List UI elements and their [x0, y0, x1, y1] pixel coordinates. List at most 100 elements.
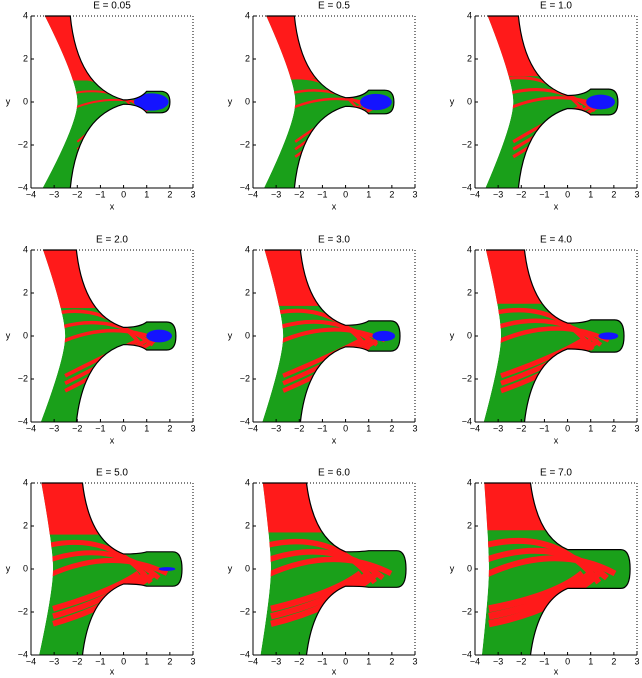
- x-axis-label: x: [332, 666, 337, 676]
- y-tick-label: 0: [23, 563, 28, 573]
- x-tick-label: 2: [611, 656, 616, 666]
- x-tick-label: −3: [49, 423, 59, 433]
- blue-basin: [598, 332, 619, 340]
- red-basin: [264, 16, 394, 79]
- panel-title: E = 2.0: [96, 235, 128, 246]
- red-stripe: [488, 570, 585, 613]
- x-tick-label: −4: [470, 423, 480, 433]
- y-tick-label: 4: [23, 10, 28, 20]
- y-tick-label: 4: [245, 477, 250, 487]
- x-tick-label: 2: [389, 423, 394, 433]
- y-tick-label: −4: [18, 649, 28, 659]
- x-tick-label: −2: [516, 423, 526, 433]
- y-tick-label: 2: [467, 53, 472, 63]
- y-tick-label: 2: [245, 287, 250, 297]
- y-axis-label: y: [228, 330, 233, 340]
- boundary: [41, 482, 183, 656]
- y-tick-label: 2: [23, 53, 28, 63]
- x-tick-label: −1: [317, 423, 327, 433]
- red-stripe: [277, 319, 379, 347]
- x-tick-label: 2: [167, 423, 172, 433]
- y-tick-label: −2: [462, 373, 472, 383]
- y-tick-label: 4: [467, 10, 472, 20]
- y-tick-label: −4: [462, 649, 472, 659]
- x-tick-label: −4: [248, 656, 258, 666]
- panel: −4 −3 −2 −1 0 1 2 3 −4 −2 0 2 4 E = 0.05 x y: [6, 1, 196, 212]
- x-tick-label: 1: [366, 423, 371, 433]
- y-tick-label: −2: [462, 139, 472, 149]
- basin-region: [264, 16, 394, 188]
- y-tick-label: 4: [467, 477, 472, 487]
- x-tick-label: −4: [248, 423, 258, 433]
- x-tick-label: −1: [539, 423, 549, 433]
- red-stripe: [265, 538, 377, 585]
- red-stripe: [488, 570, 593, 620]
- x-tick-label: 3: [634, 189, 639, 199]
- y-axis-label: y: [450, 96, 455, 106]
- x-tick-label: 3: [412, 656, 417, 666]
- x-tick-label: 1: [588, 423, 593, 433]
- x-tick-label: −3: [271, 189, 281, 199]
- y-tick-label: −4: [240, 182, 250, 192]
- y-tick-label: −4: [240, 649, 250, 659]
- x-tick-label: 2: [611, 423, 616, 433]
- y-tick-label: −4: [18, 182, 28, 192]
- x-tick-label: 0: [565, 423, 570, 433]
- x-tick-label: −3: [49, 656, 59, 666]
- x-tick-label: −2: [72, 189, 82, 199]
- x-tick-label: −1: [539, 189, 549, 199]
- red-stripe: [270, 570, 363, 612]
- boundary: [44, 15, 171, 189]
- boundary: [484, 482, 631, 656]
- panel: −4 −3 −2 −1 0 1 2 3 −4 −2 0 2 4 E = 3.0 x y: [228, 235, 418, 446]
- red-stripe: [278, 308, 371, 351]
- x-tick-label: −3: [271, 656, 281, 666]
- red-basin: [483, 250, 624, 304]
- y-tick-label: −2: [18, 373, 28, 383]
- red-stripe: [508, 88, 596, 113]
- y-tick-label: 0: [467, 96, 472, 106]
- x-tick-label: −3: [493, 423, 503, 433]
- y-tick-label: 4: [23, 244, 28, 254]
- y-tick-label: −4: [18, 416, 28, 426]
- x-tick-label: 0: [565, 189, 570, 199]
- y-tick-label: 2: [23, 520, 28, 530]
- y-tick-label: 4: [245, 244, 250, 254]
- x-tick-label: 3: [412, 423, 417, 433]
- x-axis-label: x: [554, 435, 559, 445]
- x-tick-label: −2: [294, 656, 304, 666]
- red-stripe: [47, 550, 161, 580]
- y-tick-label: 2: [23, 287, 28, 297]
- y-tick-label: 4: [467, 244, 472, 254]
- y-axis-label: y: [228, 563, 233, 573]
- x-axis-label: x: [554, 201, 559, 211]
- x-tick-label: 1: [144, 656, 149, 666]
- x-tick-label: 3: [190, 189, 195, 199]
- y-tick-label: 0: [23, 96, 28, 106]
- x-tick-label: 0: [565, 656, 570, 666]
- y-tick-label: −2: [240, 373, 250, 383]
- y-tick-label: 0: [23, 330, 28, 340]
- basin-region: [481, 483, 631, 655]
- y-tick-label: −4: [462, 182, 472, 192]
- y-tick-label: 2: [467, 520, 472, 530]
- basin-region: [262, 250, 400, 422]
- y-tick-label: −2: [240, 606, 250, 616]
- x-tick-label: 2: [389, 189, 394, 199]
- boundary: [486, 249, 625, 423]
- panel: −4 −3 −2 −1 0 1 2 3 −4 −2 0 2 4 E = 5.0 x y: [6, 468, 196, 677]
- x-tick-label: −2: [72, 656, 82, 666]
- x-tick-label: 3: [634, 423, 639, 433]
- x-tick-label: −4: [470, 656, 480, 666]
- x-tick-label: 1: [588, 656, 593, 666]
- y-tick-label: 4: [23, 477, 28, 487]
- y-tick-label: −2: [18, 139, 28, 149]
- panel-title: E = 6.0: [318, 468, 350, 479]
- x-tick-label: −1: [95, 423, 105, 433]
- x-tick-label: −3: [271, 423, 281, 433]
- x-tick-label: 1: [588, 189, 593, 199]
- boundary: [262, 482, 407, 656]
- red-stripe: [265, 549, 385, 581]
- panel: −4 −3 −2 −1 0 1 2 3 −4 −2 0 2 4 E = 0.5 x y: [228, 1, 418, 212]
- x-tick-label: 0: [121, 656, 126, 666]
